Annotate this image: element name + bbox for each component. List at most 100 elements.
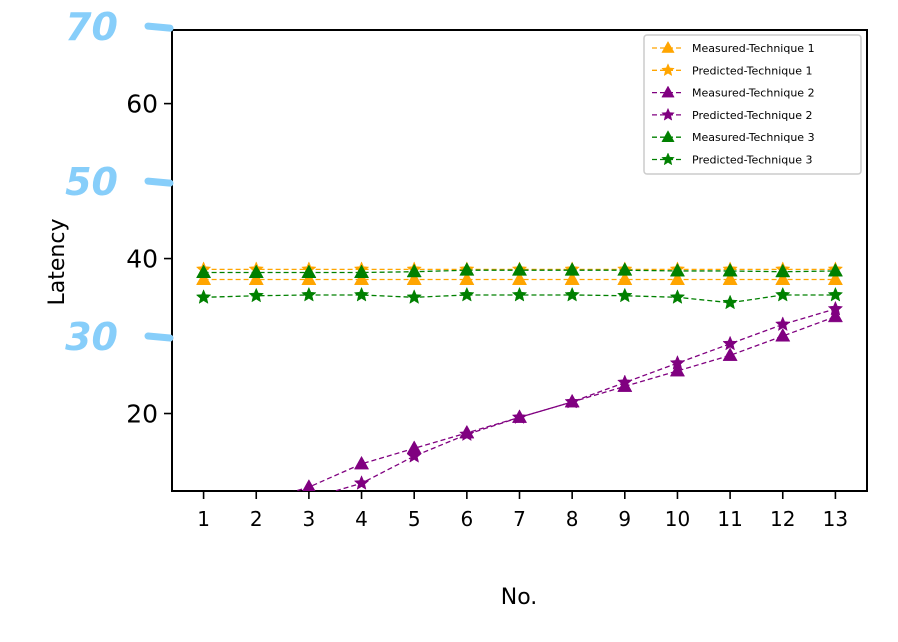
data-point <box>827 300 844 316</box>
data-point <box>248 264 264 279</box>
data-point <box>511 271 528 285</box>
handwritten-annotations: 70 50 30 <box>65 5 174 359</box>
y-tick-label: 40 <box>126 245 158 274</box>
x-tick-label: 6 <box>460 507 473 531</box>
data-point <box>827 286 844 302</box>
data-point <box>248 271 264 285</box>
y-tick-label: 20 <box>126 400 158 429</box>
legend: Measured-Technique 1 Predicted-Technique … <box>643 34 862 175</box>
data-point <box>722 271 738 285</box>
data-point <box>669 271 686 285</box>
annotation-mark <box>144 22 174 32</box>
data-point <box>827 308 843 323</box>
data-point <box>669 355 686 370</box>
data-point <box>195 289 212 304</box>
x-tick-label: 2 <box>250 507 263 531</box>
data-point <box>774 316 791 332</box>
data-point <box>196 271 212 285</box>
data-point <box>301 264 317 279</box>
data-point <box>722 262 738 277</box>
legend-marker <box>661 63 675 77</box>
data-point <box>406 271 422 285</box>
x-tick-label: 3 <box>303 507 316 531</box>
data-point <box>353 271 370 285</box>
data-point <box>353 264 370 279</box>
data-point <box>775 263 791 278</box>
data-point <box>353 475 370 490</box>
annotation-mark <box>144 177 174 187</box>
data-point <box>617 287 633 303</box>
legend-entry: Predicted-Technique 1 <box>652 63 812 77</box>
series-predicted-technique-3 <box>195 286 844 310</box>
x-tick-label: 11 <box>717 507 742 531</box>
legend-label: Predicted-Technique 1 <box>692 64 812 77</box>
x-tick-label: 4 <box>355 507 368 531</box>
legend-marker <box>661 85 675 98</box>
series-measured-technique-3 <box>196 262 843 279</box>
x-tick-label: 12 <box>770 507 795 531</box>
y-axis-title: Latency <box>45 219 70 306</box>
annotation-label: 30 <box>65 315 118 359</box>
data-point <box>775 271 791 285</box>
data-point <box>459 271 475 285</box>
series-predicted-technique-2 <box>308 300 844 491</box>
data-point <box>301 286 317 302</box>
data-point <box>722 335 738 351</box>
data-point <box>827 271 843 285</box>
legend-marker <box>661 107 675 121</box>
data-point <box>406 289 422 304</box>
data-point <box>564 271 580 285</box>
annotation-label: 50 <box>65 160 118 204</box>
data-point <box>511 286 528 302</box>
data-point <box>775 328 791 342</box>
data-point <box>827 262 843 277</box>
legend-label: Predicted-Technique 3 <box>692 154 812 167</box>
data-point <box>669 289 686 304</box>
data-point <box>511 262 528 276</box>
data-point <box>459 262 475 276</box>
data-point <box>302 479 316 491</box>
data-point <box>353 286 370 302</box>
data-point <box>459 426 475 442</box>
legend-entry: Predicted-Technique 3 <box>652 152 812 167</box>
legend-label: Measured-Technique 3 <box>692 131 815 144</box>
x-tick-label: 10 <box>665 507 690 531</box>
data-point <box>353 455 370 470</box>
legend-entry: Predicted-Technique 2 <box>652 107 812 122</box>
annotation-label: 70 <box>65 5 118 49</box>
legend-label: Predicted-Technique 2 <box>692 109 812 122</box>
data-point <box>722 294 738 310</box>
data-point <box>406 447 422 463</box>
y-tick-label: 60 <box>126 90 158 119</box>
data-point <box>301 271 317 285</box>
data-point <box>564 262 580 276</box>
legend-marker <box>661 40 675 53</box>
legend-marker <box>661 152 675 166</box>
x-axis-title: No. <box>501 585 538 610</box>
legend-entry: Measured-Technique 3 <box>652 130 815 144</box>
x-tick-label: 9 <box>618 507 631 531</box>
x-tick-label: 13 <box>823 507 848 531</box>
data-point <box>564 393 580 409</box>
data-point <box>459 286 475 302</box>
data-point <box>564 286 580 302</box>
data-point <box>669 362 686 377</box>
series-measured-technique-1 <box>196 271 843 285</box>
annotation-mark <box>144 332 174 342</box>
data-point <box>196 264 212 279</box>
legend-label: Measured-Technique 1 <box>692 42 815 55</box>
legend-entry: Measured-Technique 1 <box>652 40 815 55</box>
series-layer <box>195 261 844 491</box>
data-point <box>511 409 528 424</box>
x-tick-label: 1 <box>197 507 210 531</box>
legend-entry: Measured-Technique 2 <box>652 85 815 100</box>
legend-label: Measured-Technique 2 <box>692 87 815 100</box>
legend-marker <box>661 130 675 142</box>
data-point <box>774 286 791 302</box>
data-point <box>248 287 264 303</box>
x-tick-label: 8 <box>566 507 579 531</box>
x-tick-label: 5 <box>408 507 421 531</box>
data-point <box>669 262 686 277</box>
